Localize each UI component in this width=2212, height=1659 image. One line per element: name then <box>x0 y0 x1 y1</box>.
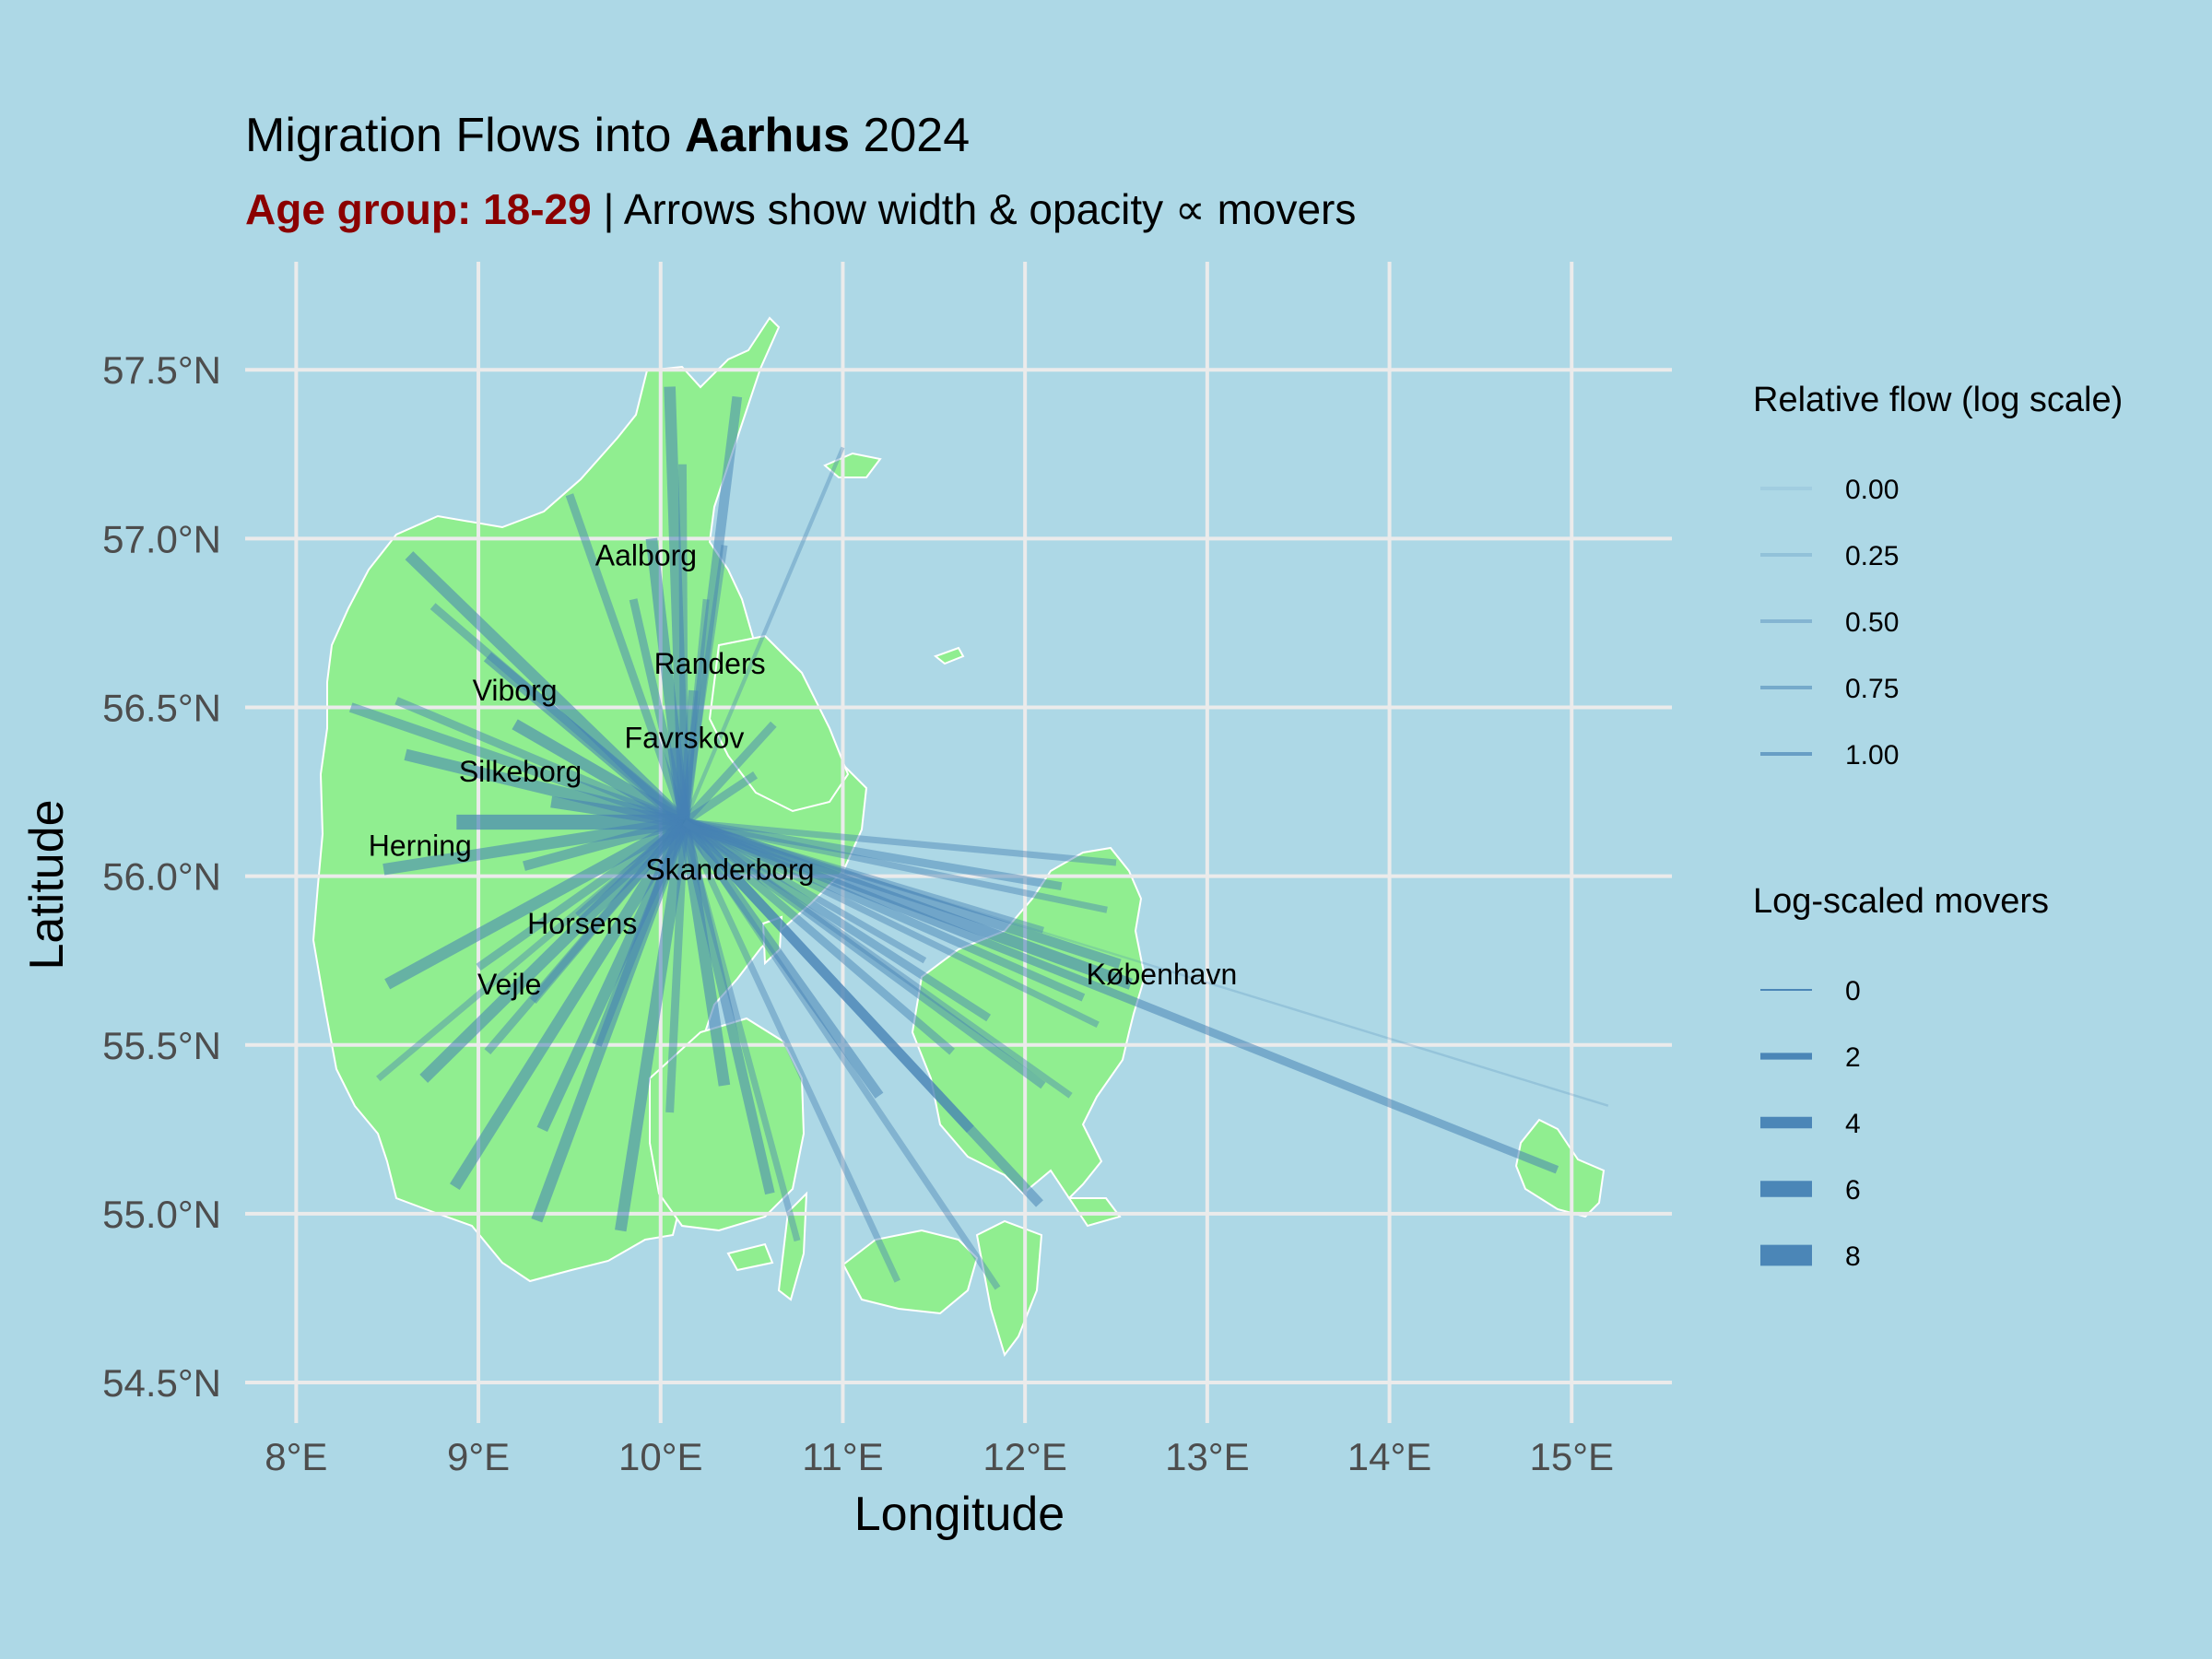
flow-line-53 <box>680 818 1043 1207</box>
flow-line-49 <box>681 821 801 1242</box>
x-tick-label-6: 14°E <box>1347 1435 1432 1478</box>
legend-label-0-2: 0.50 <box>1845 607 1899 638</box>
flow-line-15 <box>512 719 688 828</box>
anholt-land <box>933 646 965 665</box>
flow-line-54 <box>680 818 884 1099</box>
flow-line-31 <box>682 818 1100 1028</box>
bornholm-land <box>1514 1118 1606 1218</box>
y-tick-label-5: 57.0°N <box>102 517 221 560</box>
y-tick-label-2: 55.5°N <box>102 1024 221 1067</box>
flow-line-36 <box>384 817 688 990</box>
flow-line-26 <box>683 818 1108 913</box>
flow-line-48 <box>679 820 775 1195</box>
legend-label-1-1: 2 <box>1845 1042 1861 1073</box>
city-label-9: København <box>1087 958 1238 991</box>
flow-line-4 <box>565 493 688 824</box>
aero-land <box>726 1242 774 1272</box>
x-axis-title: Longitude <box>854 1488 1065 1541</box>
flow-line-33 <box>684 820 1609 1107</box>
flow-line-58 <box>682 818 927 964</box>
djursland-land <box>708 634 850 813</box>
flow-line-55 <box>681 818 1046 1089</box>
x-axis-ticks: 8°E 9°E 10°E 11°E 12°E 13°E 14°E 15°E <box>265 1435 1614 1478</box>
langeland-land <box>777 1191 808 1301</box>
city-label-5: Herning <box>369 830 472 863</box>
flow-line-50 <box>681 820 900 1283</box>
x-tick-label-5: 13°E <box>1165 1435 1250 1478</box>
laeso-land <box>823 452 882 478</box>
zealand-land <box>911 846 1147 1200</box>
flow-line-25 <box>683 818 1063 891</box>
y-axis-ticks: 54.5°N 55.0°N 55.5°N 56.0°N 56.5°N 57.0°N 57.5… <box>102 348 221 1405</box>
flow-line-22 <box>382 816 686 876</box>
city-label-8: Vejle <box>477 968 541 1001</box>
city-label-7: Horsens <box>527 907 637 940</box>
legend-label-0-0: 0.00 <box>1845 475 1899 505</box>
chart-title: Migration Flows into Aarhus 2024 <box>245 109 970 162</box>
chart-subtitle-rest: | Arrows show width & opacity ∝ movers <box>592 185 1357 233</box>
legend-title-0: Relative flow (log scale) <box>1753 381 2123 419</box>
flow-line-41 <box>450 818 689 1190</box>
flow-line-45 <box>592 820 689 1047</box>
x-tick-label-2: 10°E <box>618 1435 703 1478</box>
flow-line-23 <box>523 817 686 871</box>
flow-line-3 <box>682 446 845 823</box>
flow-line-59 <box>682 819 1073 1099</box>
city-labels: Aalborg Randers Viborg Favrskov Silkeborg Her… <box>369 539 1238 1001</box>
legend-label-0-1: 0.25 <box>1845 541 1899 571</box>
flow-line-14 <box>394 697 687 827</box>
chart-title-suffix: 2024 <box>850 109 970 162</box>
flow-line-57 <box>681 818 955 1055</box>
flow-line-39 <box>419 818 688 1083</box>
flow-line-24 <box>684 818 1117 866</box>
flow-line-44 <box>615 821 690 1232</box>
legend-label-1-4: 8 <box>1845 1241 1861 1272</box>
x-tick-label-1: 9°E <box>447 1435 510 1478</box>
flow-line-18 <box>667 747 690 823</box>
city-label-1: Randers <box>654 647 766 680</box>
y-tick-label-0: 54.5°N <box>102 1361 221 1405</box>
y-axis-title: Latitude <box>20 799 74 970</box>
chart-title-bold: Aarhus <box>685 109 850 162</box>
legends: Relative flow (log scale) 0.00 0.25 0.50 0.7… <box>1753 381 2123 1272</box>
y-tick-label-1: 55.0°N <box>102 1193 221 1236</box>
chart-subtitle-highlight: Age group: 18-29 <box>245 185 592 233</box>
x-tick-label-3: 11°E <box>802 1435 883 1478</box>
chart-title-prefix: Migration Flows into <box>245 109 685 162</box>
y-tick-label-3: 56.0°N <box>102 855 221 899</box>
flow-line-40 <box>484 819 688 1054</box>
x-tick-label-0: 8°E <box>265 1435 327 1478</box>
y-tick-label-6: 57.5°N <box>102 348 221 392</box>
x-tick-label-4: 12°E <box>982 1435 1067 1478</box>
legend-label-1-2: 4 <box>1845 1109 1861 1139</box>
flow-line-56 <box>682 818 992 1022</box>
flow-line-19 <box>681 771 759 826</box>
flow-line-46 <box>665 821 688 1113</box>
chart-subtitle: Age group: 18-29 | Arrows show width & o… <box>245 185 1356 233</box>
x-tick-label-7: 15°E <box>1529 1435 1614 1478</box>
city-label-0: Aalborg <box>595 539 697 572</box>
city-label-4: Silkeborg <box>459 755 582 788</box>
city-label-2: Viborg <box>473 674 558 707</box>
legend-label-1-0: 0 <box>1845 976 1861 1006</box>
legend-label-1-3: 6 <box>1845 1175 1861 1206</box>
lolland-land <box>841 1229 979 1315</box>
flow-line-0 <box>664 386 690 823</box>
flow-lines <box>348 386 1609 1290</box>
flow-line-16 <box>681 721 777 826</box>
flow-line-11 <box>483 652 688 827</box>
grid-lines <box>245 262 1672 1423</box>
legend-label-0-4: 1.00 <box>1845 740 1899 771</box>
y-tick-label-4: 56.5°N <box>102 686 221 729</box>
flow-line-32 <box>682 818 1559 1174</box>
legend-label-0-3: 0.75 <box>1845 674 1899 704</box>
city-label-3: Favrskov <box>625 721 745 754</box>
city-label-6: Skanderborg <box>645 853 814 886</box>
legend-title-1: Log-scaled movers <box>1753 882 2049 921</box>
